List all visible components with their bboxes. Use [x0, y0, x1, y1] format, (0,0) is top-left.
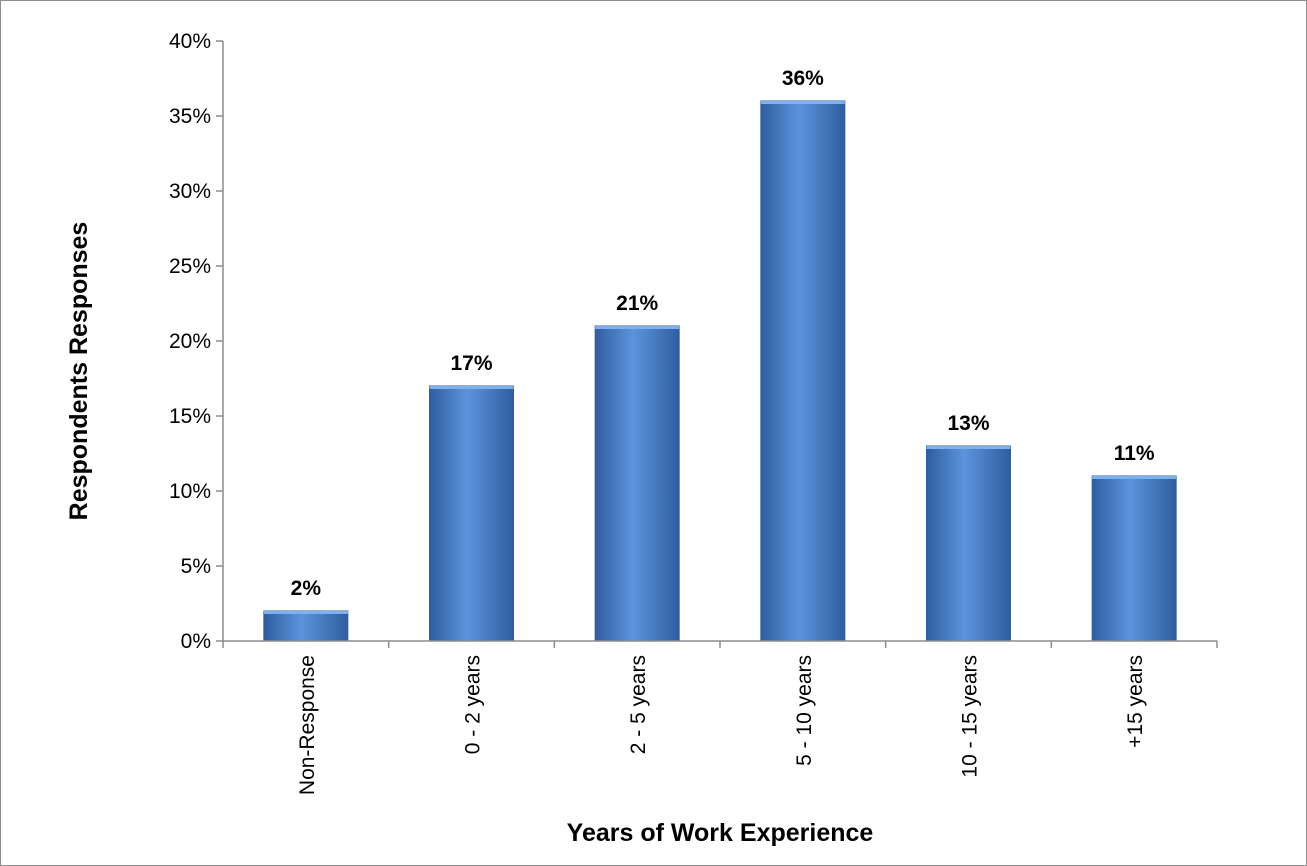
data-label-4: 13%	[947, 412, 989, 435]
data-label-0: 2%	[291, 577, 322, 600]
data-label-3: 36%	[782, 67, 824, 90]
data-label-5: 11%	[1114, 442, 1155, 465]
x-axis-ticks: Non-Response 0 - 2 years 2 - 5 years 5 - 10…	[222, 641, 1218, 795]
y-tick-label: 5%	[181, 555, 211, 578]
bar-top-edge	[760, 101, 845, 104]
bar-top-edge	[263, 611, 348, 614]
y-tick-label: 35%	[169, 105, 211, 128]
category-label-3: 5 - 10 years	[793, 655, 816, 766]
bar-0	[263, 610, 349, 642]
bars: 2% 17% 21% 36% 13% 11%	[263, 67, 1177, 642]
bar-top-edge	[926, 446, 1011, 449]
category-label-5: +15 years	[1124, 655, 1147, 748]
category-label-0: Non-Response	[296, 655, 319, 795]
bar-1	[429, 385, 514, 642]
bar-5	[1091, 475, 1177, 642]
y-axis-ticks: 0% 5% 10% 15% 20% 25% 30% 35% 40%	[169, 30, 223, 653]
category-label-1: 0 - 2 years	[462, 655, 485, 754]
y-tick-label: 30%	[169, 180, 211, 203]
category-label-2: 2 - 5 years	[627, 655, 650, 754]
y-tick-label: 40%	[169, 30, 211, 53]
axes	[222, 41, 1217, 642]
y-tick-label: 20%	[169, 330, 211, 353]
x-axis-title: Years of Work Experience	[567, 819, 874, 847]
y-tick-label: 0%	[181, 630, 211, 653]
bar-top-edge	[429, 386, 514, 389]
bar-2	[594, 325, 680, 642]
data-label-1: 17%	[450, 352, 492, 375]
data-label-2: 21%	[616, 292, 658, 315]
bar-top-edge	[595, 326, 680, 329]
y-axis-title: Respondents Responses	[65, 222, 93, 521]
bar-4	[926, 445, 1011, 642]
category-label-4: 10 - 15 years	[959, 655, 982, 778]
bar-3	[760, 100, 846, 642]
y-tick-label: 10%	[169, 480, 211, 503]
y-tick-label: 25%	[169, 255, 211, 278]
y-tick-label: 15%	[169, 405, 211, 428]
bar-top-edge	[1092, 476, 1177, 479]
